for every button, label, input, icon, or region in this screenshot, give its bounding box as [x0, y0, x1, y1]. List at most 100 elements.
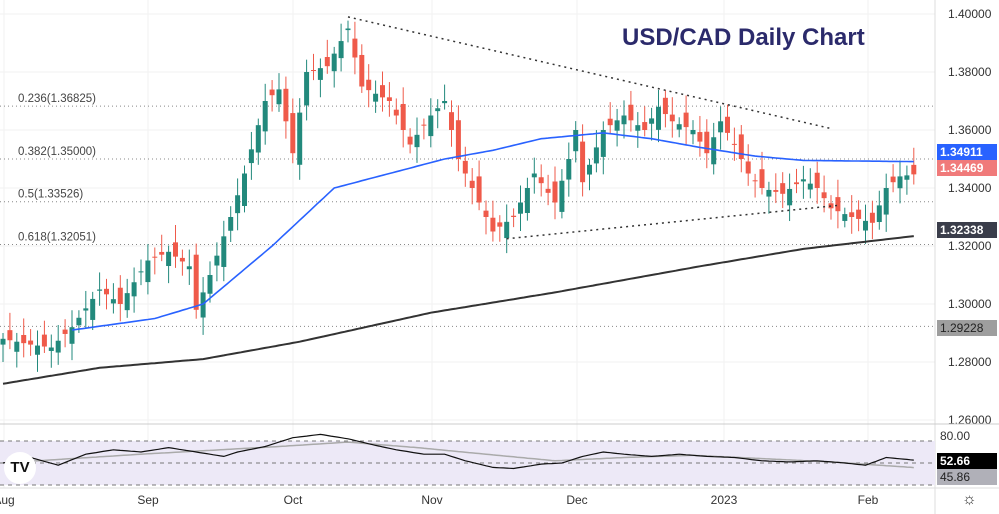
price-tick-label: 1.34000	[948, 181, 992, 195]
candle	[897, 176, 903, 189]
candle	[242, 173, 247, 206]
candle	[628, 104, 634, 121]
candle	[683, 112, 689, 128]
candle	[504, 221, 510, 239]
candle	[352, 38, 358, 58]
candle	[593, 147, 599, 164]
tradingview-logo[interactable]: TV	[4, 452, 36, 484]
candle	[366, 79, 372, 91]
candle	[697, 132, 703, 142]
candle	[317, 68, 323, 80]
candle	[62, 329, 68, 334]
candle	[97, 289, 103, 291]
candle	[469, 180, 475, 188]
candle	[297, 112, 303, 165]
candle	[159, 251, 165, 255]
candle	[676, 124, 682, 130]
candle	[235, 195, 241, 214]
candle	[104, 288, 109, 295]
candle	[876, 205, 882, 223]
candle	[863, 220, 868, 231]
candle	[800, 179, 806, 182]
candle	[773, 190, 779, 192]
candle	[814, 172, 820, 188]
candle	[856, 209, 862, 219]
candle	[787, 188, 793, 206]
candle	[656, 106, 661, 130]
candle	[490, 217, 496, 232]
candle	[869, 212, 875, 223]
candle	[704, 131, 710, 154]
candle	[435, 108, 441, 112]
price-tick-label: 1.36000	[948, 123, 992, 137]
candle	[904, 175, 910, 180]
candle	[745, 161, 751, 174]
candle	[421, 124, 427, 126]
price-tick-label: 1.38000	[948, 65, 992, 79]
candle	[731, 143, 737, 145]
candle	[759, 169, 765, 188]
candle	[890, 176, 896, 183]
candle	[642, 122, 648, 130]
candle	[518, 202, 523, 214]
candle	[524, 188, 530, 213]
candle	[131, 282, 137, 297]
candle	[14, 341, 20, 352]
time-tick-label: 2023	[711, 493, 738, 507]
candle	[373, 93, 379, 102]
candle	[483, 210, 489, 217]
candle	[311, 70, 316, 72]
candle	[587, 164, 592, 175]
candle	[725, 116, 730, 133]
ma50-line	[71, 132, 914, 331]
candle	[173, 242, 178, 257]
candle	[455, 120, 461, 159]
level-price-tag: 1.29228	[937, 320, 997, 336]
candle	[807, 183, 813, 190]
candle	[449, 112, 454, 130]
candle	[283, 88, 289, 122]
price-tick-label: 1.30000	[948, 297, 992, 311]
candle	[290, 113, 296, 154]
rsi-top-label: 80.00	[940, 429, 971, 443]
settings-gear-icon[interactable]: ☼	[962, 491, 977, 508]
candle	[386, 97, 392, 101]
candle	[145, 260, 151, 283]
candle	[566, 159, 572, 180]
trendline	[506, 204, 838, 240]
fib-label: 0.5(1.33526)	[18, 189, 83, 201]
candle	[255, 125, 261, 153]
candle	[83, 308, 89, 311]
candle	[794, 182, 799, 185]
last-price-tag: 1.34469	[937, 160, 997, 176]
candle	[607, 118, 613, 126]
ma50-price-tag: 1.34911	[937, 144, 997, 160]
price-tick-label: 1.40000	[948, 7, 992, 21]
price-tick-label: 1.32000	[948, 239, 992, 253]
candle	[400, 103, 406, 130]
candle	[711, 137, 717, 165]
candle	[545, 188, 551, 193]
candle	[110, 299, 116, 304]
candle	[200, 292, 206, 318]
candle	[186, 266, 192, 270]
candle	[331, 53, 337, 72]
candle	[752, 180, 758, 182]
candle	[117, 287, 123, 304]
candle	[690, 130, 696, 135]
candle	[55, 340, 61, 353]
candle	[462, 160, 468, 174]
candle	[228, 217, 234, 231]
candle	[248, 149, 254, 164]
candle	[214, 255, 220, 266]
time-tick-label: Dec	[566, 493, 587, 507]
candle	[766, 189, 772, 197]
candle	[635, 125, 641, 131]
candle	[90, 298, 96, 320]
candle	[28, 340, 34, 345]
chart-title: USD/CAD Daily Chart	[622, 24, 865, 51]
candle	[407, 136, 413, 145]
candle	[662, 97, 668, 115]
